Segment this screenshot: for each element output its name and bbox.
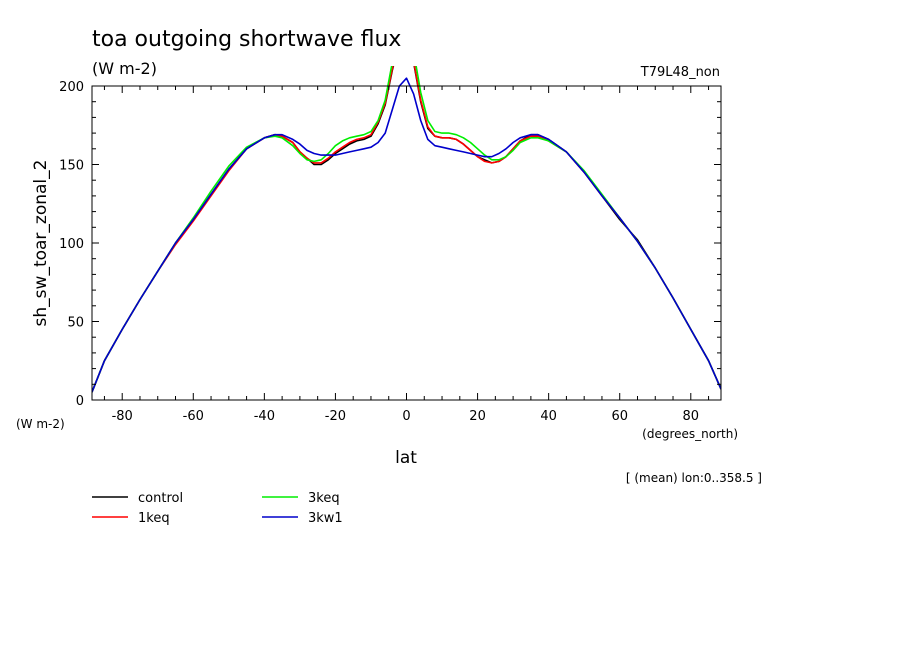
x-tick-label: 40 (540, 409, 557, 424)
legend-label-3keq: 3keq (308, 491, 340, 506)
series-line-3kw1 (92, 77, 721, 393)
series-layer (92, 66, 721, 393)
legend-label-1keq: 1keq (138, 511, 170, 526)
mean-annotation: [ (mean) lon:0..358.5 ] (626, 471, 762, 485)
legend-label-control: control (138, 491, 183, 506)
y-tick-label: 150 (59, 159, 84, 174)
y-tick-label: 100 (59, 237, 84, 252)
plot-frame (91, 85, 722, 401)
x-tick-label: -80 (112, 409, 133, 424)
x-axis-units: (degrees_north) (642, 427, 738, 441)
x-axis-label: lat (395, 448, 417, 468)
x-tick-label: -40 (254, 409, 275, 424)
x-tick-label: 0 (402, 409, 410, 424)
y-tick-label: 0 (76, 394, 84, 409)
experiment-label: T79L48_non (640, 65, 720, 80)
y-axis-units: (W m-2) (16, 417, 65, 431)
legend: control 1keq 3keq 3kw1 (92, 491, 343, 526)
y-tick-label: 50 (67, 316, 84, 331)
tick-labels-layer: -80 -60 -40 -20 0 20 40 60 80 0 50 100 150 200 (59, 80, 699, 424)
x-tick-label: 80 (683, 409, 700, 424)
x-tick-label: 60 (611, 409, 628, 424)
chart-units: (W m-2) (92, 59, 157, 78)
x-tick-label: -60 (183, 409, 204, 424)
y-axis-label: sh_sw_toar_zonal_2 (31, 160, 51, 327)
x-tick-label: 20 (469, 409, 486, 424)
y-tick-label: 200 (59, 80, 84, 95)
ticks-layer (92, 85, 721, 401)
chart-title: toa outgoing shortwave flux (92, 27, 401, 52)
x-tick-label: -20 (325, 409, 346, 424)
series-line-3keq (92, 66, 721, 393)
legend-label-3kw1: 3kw1 (308, 511, 343, 526)
